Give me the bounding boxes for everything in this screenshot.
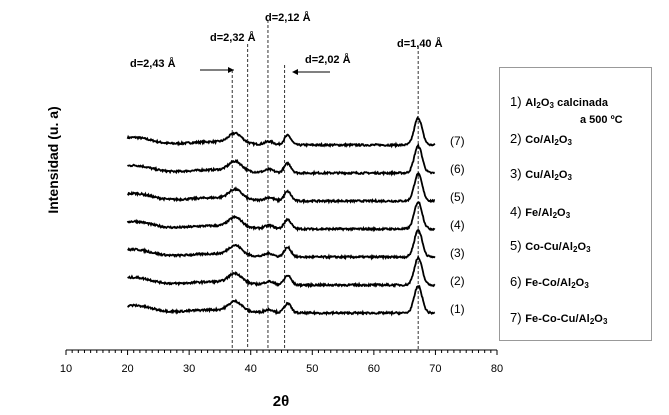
legend-text-idx: 5) [510,238,522,253]
legend-text-s2: 3 [549,101,554,110]
series-label: (6) [450,162,465,176]
legend-text-pre: Cu/Al [525,169,555,181]
series-labels: (7) (6) (5) (4) (3) (2) (1) [450,134,465,316]
legend-item: 5) Co-Cu/Al2O3 [510,238,591,254]
legend-text-s1: 2 [589,317,595,326]
legend-text-idx: 6) [510,274,522,289]
arrow-head [292,69,298,75]
x-tick-label: 40 [245,363,257,375]
series-line-2 [126,171,436,205]
y-axis-label: Intensidad (u. a) [45,106,61,213]
reference-label: d=1,40 Å [397,37,443,50]
series-line-0 [126,115,436,149]
legend-text-s2: 3 [567,138,572,147]
legend-text-s1: 2 [554,173,559,182]
series-label: (3) [450,246,465,260]
legend-text-idx: 2) [510,131,522,146]
x-tick-label: 50 [306,363,318,375]
legend-item: 1) Al2O3 calcinada [510,94,608,110]
series-label: (7) [450,134,465,148]
legend-text-pre: Al [525,97,537,109]
series-group [126,115,436,317]
series-label: (1) [450,302,465,316]
legend-text-mid: O [577,241,587,253]
reference-lines [231,20,419,349]
reference-label: d=2,12 Å [265,11,311,24]
series-line-3 [126,201,436,233]
legend-item: 2) Co/Al2O3 [510,131,572,147]
series-line-4 [127,229,436,261]
legend-text-mid: O [557,207,566,219]
legend-text-pre: Co-Cu/Al [525,241,574,253]
x-tick-label: 10 [60,363,72,375]
legend-text-s1: 2 [573,245,578,254]
legend-text-s1: 2 [536,101,541,110]
legend-text-post: calcinada [553,97,609,109]
reference-label: d=2,32 Å [210,31,256,44]
x-axis-label: 2θ [273,393,289,410]
legend-text-idx: 1) [510,94,522,109]
reference-labels: d=2,43 Å d=2,32 Å d=2,12 Å d=2,02 Å d=1,40 Å [130,11,443,75]
reference-label: d=2,02 Å [305,53,351,66]
legend-item: 7) Fe-Co-Cu/Al2O3 [510,310,607,326]
x-tick-label: 20 [121,363,133,375]
series-label: (4) [450,218,465,232]
series-line-5 [127,254,436,289]
arrow-head [228,67,234,73]
legend-text-s1: 2 [554,138,559,147]
legend-text-pre: Fe-Co/Al [525,277,572,289]
legend-text-s2: 3 [567,173,572,182]
legend-text-mid: O [558,134,568,146]
x-tick-label: 70 [429,363,441,375]
legend-text-pre: Fe-Co-Cu/Al [525,313,590,325]
legend-text-mid: O [540,97,550,109]
legend-text-s1: 2 [552,211,558,220]
legend-text-idx: 4) [510,204,522,219]
legend-text-s2: 3 [586,245,591,254]
series-label: (2) [450,274,465,288]
legend-text-pre: Fe/Al [525,207,553,219]
legend-text-s2: 3 [584,281,589,290]
series-line-6 [127,284,436,317]
legend-text-idx: 3) [510,166,522,181]
legend-item: 4) Fe/Al2O3 [510,204,570,220]
legend-text-mid: O [594,313,603,325]
x-tick-label: 80 [491,363,503,375]
x-axis: 10 20 30 40 50 60 70 80 [60,349,503,375]
legend-text-mid: O [558,169,568,181]
legend-item: 6) Fe-Co/Al2O3 [510,274,589,290]
x-tick-label: 30 [183,363,195,375]
legend-text-s2: 3 [602,317,608,326]
x-tick-label: 60 [368,363,380,375]
legend-sub-line: a 500 ºC [580,114,623,126]
legend-text-s1: 2 [571,281,576,290]
reference-label: d=2,43 Å [130,57,176,70]
legend-text-s2: 3 [565,211,571,220]
series-line-1 [126,142,435,177]
legend-item: 3) Cu/Al2O3 [510,166,572,182]
legend: 1) Al2O3 calcinada a 500 ºC 2) Co/Al2O3 3) … [499,67,652,341]
legend-text-mid: O [575,277,585,289]
legend-text-pre: Co/Al [525,134,555,146]
legend-text-idx: 7) [510,310,522,325]
series-label: (5) [450,190,465,204]
